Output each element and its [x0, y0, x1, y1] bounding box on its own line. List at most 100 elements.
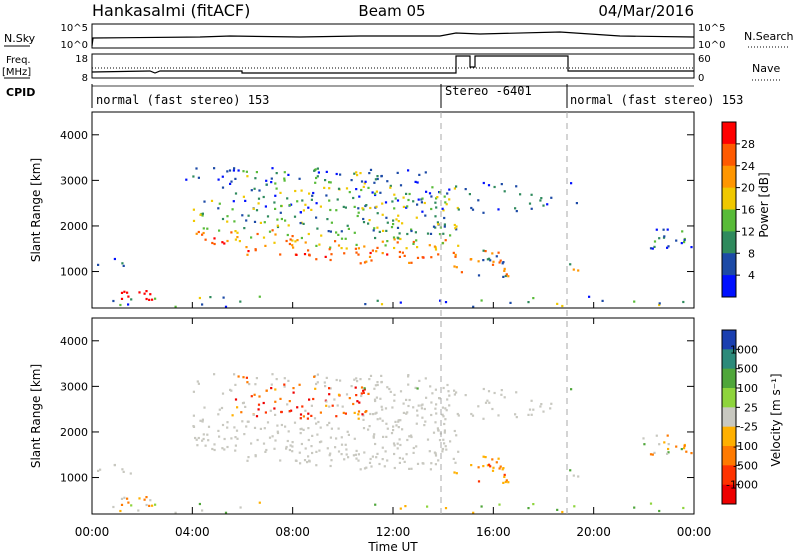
range-gate-cell: [185, 178, 188, 181]
range-gate-cell: [356, 174, 359, 177]
range-gate-cell: [354, 247, 357, 250]
range-gate-cell: [392, 442, 396, 445]
colorbar-tick-label: -100: [733, 440, 758, 453]
range-gate-cell: [444, 445, 447, 448]
range-gate-cell: [218, 229, 221, 232]
range-gate-cell: [306, 461, 309, 464]
range-gate-cell: [482, 181, 485, 185]
velocity-y-axis: 1000 2000 3000 4000: [60, 335, 694, 485]
range-gate-cell: [444, 301, 448, 304]
range-gate-cell: [288, 448, 291, 452]
range-gate-cell: [491, 407, 494, 411]
range-gate-cell: [217, 207, 220, 210]
cpid-segment-label: Stereo -6401: [445, 84, 532, 98]
range-gate-cell: [195, 438, 198, 441]
range-gate-cell: [291, 450, 294, 453]
range-gate-cell: [412, 406, 415, 409]
range-gate-cell: [206, 433, 209, 436]
range-gate-cell: [430, 256, 433, 259]
range-gate-cell: [258, 395, 261, 398]
range-gate-cell: [376, 381, 379, 384]
range-gate-cell: [438, 233, 442, 236]
range-gate-cell: [375, 250, 378, 253]
nsearch-tick-top: 10^5: [698, 23, 725, 34]
range-gate-cell: [355, 449, 358, 452]
range-gate-cell: [429, 232, 433, 235]
range-gate-cell: [412, 200, 415, 203]
range-gate-cell: [453, 389, 456, 392]
range-gate-cell: [477, 199, 480, 202]
range-gate-cell: [221, 175, 224, 178]
range-gate-cell: [145, 290, 148, 293]
range-gate-cell: [245, 376, 248, 379]
range-gate-cell: [491, 252, 494, 255]
range-gate-cell: [355, 377, 358, 380]
range-gate-cell: [330, 459, 333, 462]
range-gate-cell: [417, 404, 420, 407]
range-gate-cell: [683, 444, 686, 448]
colorbar-tick-label: 4: [748, 269, 755, 282]
range-gate-cell: [302, 209, 305, 212]
range-gate-cell: [196, 380, 199, 383]
range-gate-cell: [234, 444, 237, 447]
range-gate-cell: [426, 438, 430, 441]
range-gate-cell: [441, 413, 444, 416]
range-gate-cell: [482, 211, 485, 214]
range-gate-cell: [357, 211, 360, 214]
range-gate-cell: [254, 177, 257, 180]
range-gate-cell: [112, 505, 115, 509]
range-gate-cell: [264, 411, 267, 414]
range-gate-cell: [376, 452, 379, 455]
range-gate-cell: [222, 296, 225, 299]
range-gate-cell: [196, 444, 199, 447]
range-gate-cell: [268, 230, 272, 233]
range-gate-cell: [363, 467, 367, 470]
range-gate-cell: [577, 269, 580, 272]
range-gate-cell: [392, 223, 395, 226]
range-gate-cell: [420, 201, 423, 204]
range-gate-cell: [359, 468, 362, 471]
freq-unit-label: [MHz]: [2, 67, 31, 78]
freq-panel: Freq. [MHz] 18 8 60 0 Nave: [2, 53, 780, 84]
range-gate-cell: [234, 449, 237, 452]
range-gate-cell: [230, 180, 233, 183]
range-gate-cell: [690, 246, 693, 249]
range-gate-cell: [138, 497, 141, 500]
range-gate-cell: [226, 170, 229, 173]
range-gate-cell: [313, 169, 316, 172]
range-gate-cell: [304, 447, 307, 450]
range-gate-cell: [435, 412, 438, 415]
range-gate-cell: [316, 227, 319, 230]
range-gate-cell: [398, 255, 401, 258]
range-gate-cell: [503, 190, 506, 193]
range-gate-cell: [503, 473, 506, 476]
range-gate-cell: [357, 247, 360, 250]
power-y-label: Slant Range [km]: [29, 158, 43, 262]
range-gate-cell: [396, 199, 400, 202]
range-gate-cell: [296, 239, 299, 242]
range-gate-cell: [266, 421, 270, 424]
range-gate-cell: [402, 196, 405, 199]
range-gate-cell: [253, 393, 256, 396]
range-gate-cell: [342, 205, 345, 208]
range-gate-cell: [143, 498, 146, 501]
range-gate-cell: [434, 388, 437, 391]
range-gate-cell: [304, 241, 307, 244]
range-gate-cell: [325, 400, 328, 403]
range-gate-cell: [443, 431, 446, 434]
range-gate-cell: [342, 411, 345, 414]
range-gate-cell: [365, 204, 368, 207]
range-gate-cell: [315, 202, 318, 205]
range-gate-cell: [446, 192, 449, 195]
range-gate-cell: [549, 407, 552, 410]
range-gate-cell: [532, 408, 535, 411]
cpid-segment-label: normal (fast stereo) 153: [96, 93, 269, 107]
range-gate-cell: [393, 246, 396, 250]
range-gate-cell: [405, 412, 408, 415]
range-gate-cell: [329, 230, 332, 233]
range-gate-cell: [283, 385, 286, 388]
range-gate-cell: [337, 244, 341, 247]
range-gate-cell: [392, 219, 395, 222]
range-gate-cell: [437, 223, 440, 226]
range-gate-cell: [455, 225, 458, 228]
